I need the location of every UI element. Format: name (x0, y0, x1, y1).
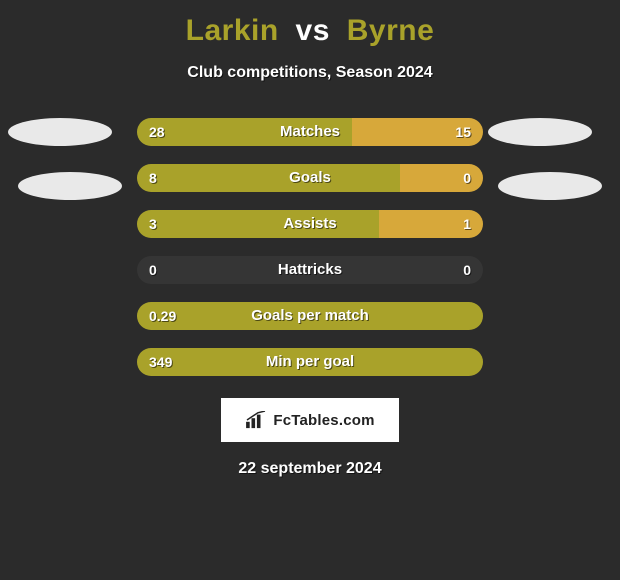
comparison-card: Larkin vs Byrne Club competitions, Seaso… (0, 0, 620, 478)
bar-right (352, 118, 483, 146)
subtitle: Club competitions, Season 2024 (0, 64, 620, 82)
stat-rows: Matches2815 Goals80 Assists31 Hattricks0 0 Go… (137, 118, 483, 376)
stat-row: Matches2815 (137, 118, 483, 146)
bar-right (379, 210, 483, 238)
bar-left (137, 164, 400, 192)
stat-value-left: 0 (149, 256, 157, 284)
player1-name: Larkin (186, 14, 279, 47)
stat-value-right: 0 (463, 256, 471, 284)
bar-left (137, 348, 483, 376)
bar-left (137, 118, 352, 146)
player-marker-ellipse (488, 118, 592, 146)
fctables-badge: FcTables.com (221, 398, 399, 442)
stat-row: Min per goal349 (137, 348, 483, 376)
player-marker-ellipse (8, 118, 112, 146)
chart-area: Matches2815 Goals80 Assists31 Hattricks0 0 Go… (0, 118, 620, 376)
bar-right (400, 164, 483, 192)
player2-name: Byrne (347, 14, 435, 47)
title: Larkin vs Byrne (0, 14, 620, 48)
date: 22 september 2024 (0, 460, 620, 478)
bar-left (137, 210, 379, 238)
fctables-badge-text: FcTables.com (273, 412, 374, 429)
fctables-logo-icon (245, 411, 267, 429)
stat-row: Assists31 (137, 210, 483, 238)
bar-left (137, 302, 483, 330)
stat-label: Hattricks (137, 256, 483, 284)
player-marker-ellipse (18, 172, 122, 200)
vs-separator: vs (296, 14, 330, 47)
stat-row: Goals80 (137, 164, 483, 192)
player-marker-ellipse (498, 172, 602, 200)
stat-row: Hattricks0 0 (137, 256, 483, 284)
stat-row: Goals per match0.29 (137, 302, 483, 330)
